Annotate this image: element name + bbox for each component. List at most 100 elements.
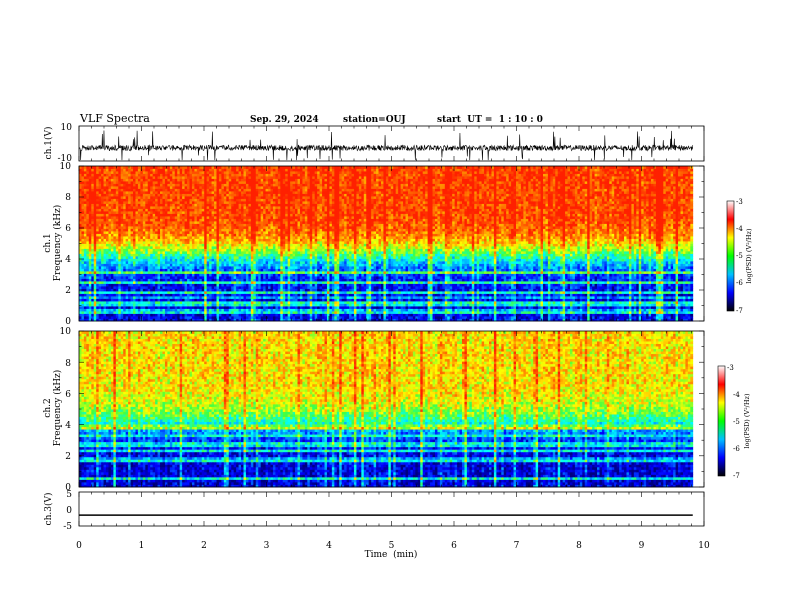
heatmap-cell [133, 296, 136, 299]
heatmap-cell [302, 311, 306, 314]
heatmap-cell [299, 283, 303, 287]
heatmap-cell [351, 281, 355, 284]
heatmap-cell [660, 313, 664, 317]
heatmap-cell [434, 283, 438, 287]
heatmap-cell [361, 281, 365, 284]
heatmap-cell [83, 316, 87, 319]
heatmap-cell [491, 306, 495, 309]
heatmap-cell [167, 278, 171, 282]
heatmap-cell [282, 306, 286, 309]
heatmap-cell [336, 296, 340, 299]
heatmap-cell [253, 308, 257, 312]
heatmap-cell [334, 313, 338, 317]
heatmap-cell [233, 296, 237, 299]
ytick-label: 10 [61, 123, 73, 133]
heatmap-cell [616, 313, 620, 317]
heatmap-cell [609, 303, 613, 307]
heatmap-cell [128, 313, 131, 317]
heatmap-cell [624, 278, 627, 282]
heatmap-cell [319, 316, 323, 319]
heatmap-cell [314, 278, 318, 282]
heatmap-cell [378, 293, 382, 297]
heatmap-cell [304, 303, 308, 307]
heatmap-cell [150, 313, 154, 317]
heatmap-cell [287, 316, 291, 319]
heatmap-cell [282, 286, 286, 289]
heatmap-cell [449, 286, 453, 289]
heatmap-cell [108, 291, 112, 294]
heatmap-cell [403, 303, 406, 307]
heatmap-cell [140, 278, 144, 282]
heatmap-cell [545, 308, 549, 312]
heatmap-cell [177, 286, 181, 289]
heatmap-cell [241, 301, 244, 304]
heatmap-cell [476, 306, 480, 309]
heatmap-cell [592, 276, 595, 279]
heatmap-cell [189, 281, 193, 284]
heatmap-cell [420, 313, 424, 317]
heatmap-cell [344, 283, 347, 287]
heatmap-cell [228, 293, 232, 297]
heatmap-cell [464, 303, 468, 307]
heatmap-cell [236, 303, 239, 307]
heatmap-cell [282, 301, 286, 304]
heatmap-cell [486, 273, 490, 277]
heatmap-cell [81, 278, 85, 282]
heatmap-cell [508, 298, 512, 302]
heatmap-cell [285, 271, 289, 274]
heatmap-cell [275, 316, 279, 319]
heatmap-cell [287, 281, 291, 284]
heatmap-cell [194, 293, 198, 297]
heatmap-cell [471, 291, 475, 294]
heatmap-cell [415, 293, 419, 297]
heatmap-cell [437, 318, 441, 322]
heatmap-cell [103, 281, 107, 284]
heatmap-cell [351, 318, 355, 322]
heatmap-cell [351, 278, 355, 282]
heatmap-cell [594, 311, 598, 314]
heatmap-cell [341, 286, 345, 289]
heatmap-cell [115, 278, 119, 282]
heatmap-cell [209, 288, 212, 292]
heatmap-cell [395, 303, 399, 307]
heatmap-cell [385, 291, 389, 294]
heatmap-cell [653, 303, 657, 307]
heatmap-cell [128, 288, 131, 292]
heatmap-cell [466, 313, 470, 317]
heatmap-cell [422, 276, 426, 279]
heatmap-cell [405, 276, 409, 279]
heatmap-cell [329, 281, 333, 284]
heatmap-cell [641, 278, 645, 282]
heatmap-cell [324, 283, 328, 287]
heatmap-cell [184, 276, 188, 279]
heatmap-cell [282, 291, 286, 294]
heatmap-cell [334, 281, 338, 284]
heatmap-cell [199, 276, 203, 279]
heatmap-cell [518, 293, 522, 297]
heatmap-cell [535, 306, 539, 309]
heatmap-cell [557, 286, 561, 289]
heatmap-cell [167, 303, 171, 307]
heatmap-cell [488, 308, 492, 312]
heatmap-cell [118, 291, 122, 294]
heatmap-cell [444, 286, 448, 289]
heatmap-cell [523, 291, 527, 294]
heatmap-cell [658, 313, 662, 317]
heatmap-cell [275, 288, 279, 292]
heatmap-cell [299, 298, 303, 302]
heatmap-cell [398, 271, 401, 274]
heatmap-cell [373, 301, 377, 304]
heatmap-cell [388, 281, 392, 284]
heatmap-cell [567, 306, 571, 309]
heatmap-cell [189, 301, 193, 304]
heatmap-cell [523, 276, 527, 279]
heatmap-cell [142, 311, 146, 314]
heatmap-cell [130, 283, 134, 287]
heatmap-cell [572, 301, 576, 304]
heatmap-cell [658, 278, 662, 282]
heatmap-cell [601, 318, 605, 322]
heatmap-cell [110, 281, 114, 284]
heatmap-cell [88, 281, 92, 284]
heatmap-cell [268, 288, 271, 292]
heatmap-cell [594, 313, 598, 317]
